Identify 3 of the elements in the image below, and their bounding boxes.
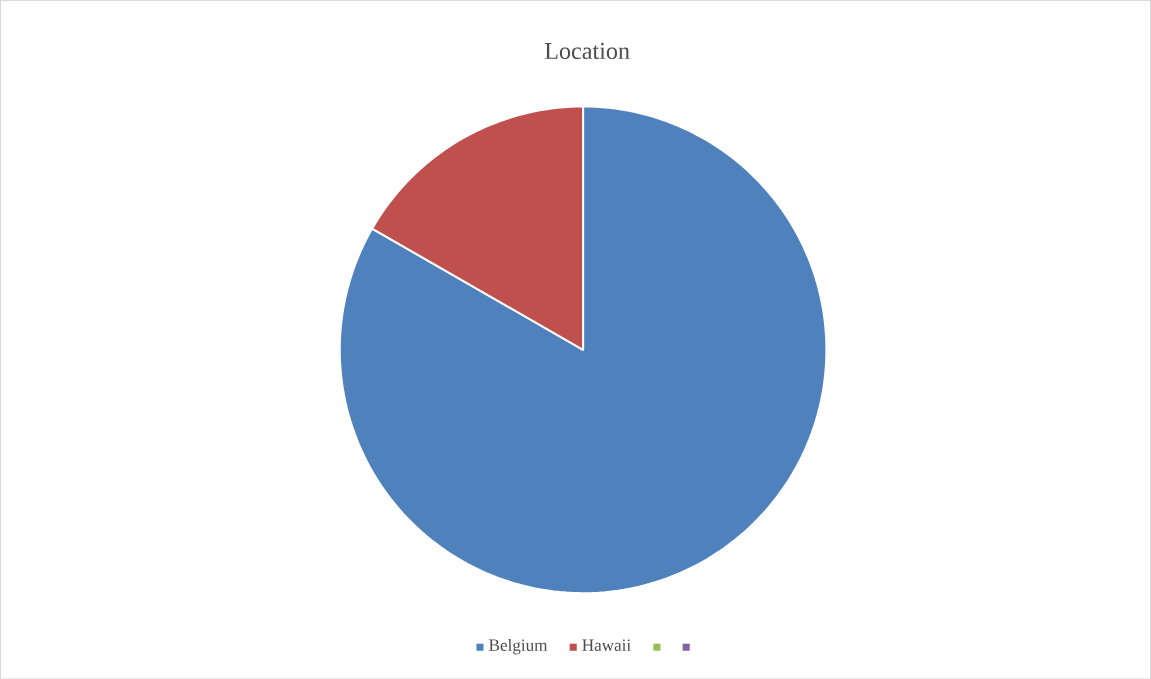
legend-label: Belgium [489,638,548,655]
chart-title: Location [544,42,630,59]
legend-label: Hawaii [582,639,631,651]
